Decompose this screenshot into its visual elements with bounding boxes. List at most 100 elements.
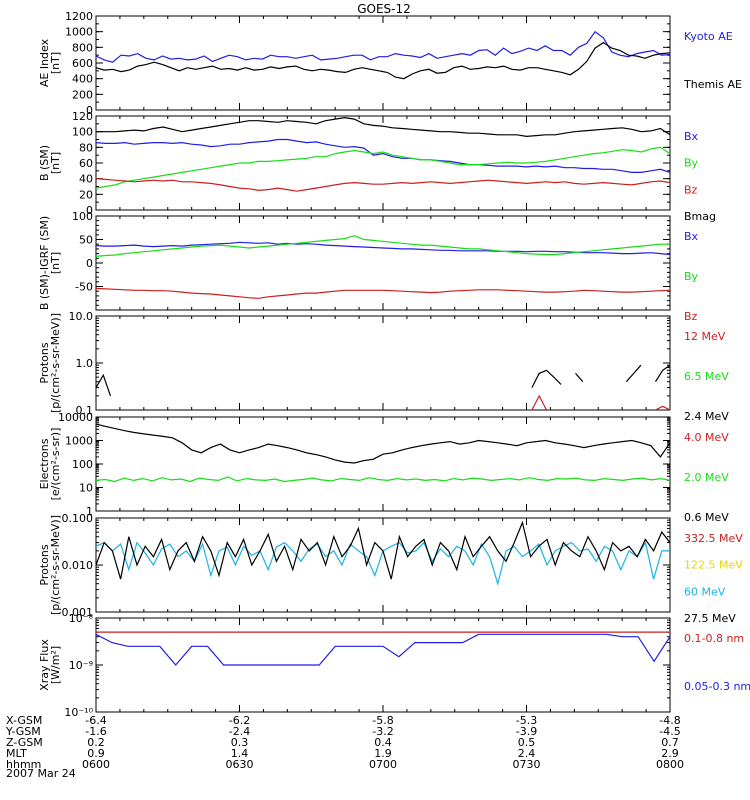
y-tick-label: 10⁻¹⁰ <box>64 706 93 719</box>
y-axis-label: Electrons[e/(cm²-s-sr)] <box>38 428 62 501</box>
series-line-kyoto-ae <box>95 30 671 63</box>
x-ticks <box>95 116 671 210</box>
legend: Bx By Bz <box>684 230 699 323</box>
footer-tick-value: 0.7 <box>661 736 679 749</box>
y-ticks: 0 20 40 60 80 100 120 <box>72 110 670 217</box>
series-line-bmag <box>96 116 671 138</box>
y-ticks: 10⁻¹⁰ 10⁻⁹ 10⁻⁸ <box>64 612 670 719</box>
y-axis-label-line: [nT] <box>49 152 62 174</box>
y-tick-label: 120 <box>72 110 93 123</box>
series <box>95 116 671 192</box>
panel-frame <box>95 215 671 311</box>
legend-label-332-5-mev: 332.5 MeV <box>684 532 743 545</box>
legend-label-kyoto-ae: Kyoto AE <box>684 30 733 43</box>
panel-frame <box>95 115 671 211</box>
legend-label-by: By <box>684 157 699 170</box>
footer-tick-value: -3.9 <box>516 725 537 738</box>
footer-tick-value: 0.5 <box>518 736 536 749</box>
series-line-bx <box>95 138 671 173</box>
y-axis-label: B (SM)-IGRF (SM)[nT] <box>38 216 62 310</box>
y-axis-label-line: [e/(cm²-s-sr)] <box>49 428 62 501</box>
footer-tick-value: -3.2 <box>372 725 393 738</box>
legend-label-themis-ae: Themis AE <box>683 78 742 91</box>
y-axis-label-line: AE Index <box>38 38 51 87</box>
series-line-2-4-mev <box>531 369 562 388</box>
footer-tick-value: 0.2 <box>87 736 105 749</box>
y-axis-label-line: Electrons <box>38 438 51 489</box>
y-axis-label: Protons[p/(cm²-s-sr-MeV)] <box>38 515 62 615</box>
series <box>95 631 671 666</box>
y-tick-label: 40 <box>79 173 93 186</box>
series <box>95 364 671 411</box>
footer-tick-value: 1.9 <box>374 747 392 760</box>
y-tick-label: 0.010 <box>62 559 94 572</box>
legend-label-0-05-0-3-nm: 0.05-0.3 nm <box>684 680 750 693</box>
legend-label-by: By <box>684 270 699 283</box>
legend-label-bz: Bz <box>684 310 698 323</box>
legend: 4.0 MeV 2.0 MeV 0.6 MeV <box>684 431 729 524</box>
footer-tick-value: 0600 <box>82 758 110 771</box>
y-tick-label: 0 <box>86 204 93 217</box>
panel-6: 0.0010.0100.100Protons[p/(cm²-s-sr-MeV)]… <box>38 512 743 625</box>
footer-tick-value: -4.5 <box>659 725 680 738</box>
legend-label-4-0-mev: 4.0 MeV <box>684 431 729 444</box>
footer-row-labels: X-GSM Y-GSM Z-GSM MLT hhmm <box>5 714 43 771</box>
panel-5: 1 10 100 1000 10000 Electrons[e/(cm²-s-sr)] 4.… <box>38 411 729 524</box>
footer-label-mlt: MLT <box>6 747 27 760</box>
legend: Kyoto AE Themis AE <box>683 30 742 91</box>
footer-tick-value: 0700 <box>369 758 397 771</box>
series-line-27-5-mev <box>95 520 671 580</box>
plot-title: GOES-12 <box>357 2 411 16</box>
panel-frame <box>95 15 671 111</box>
y-tick-label: 20 <box>79 188 93 201</box>
footer-label-hhmm: hhmm <box>6 758 41 771</box>
y-tick-label: 10 <box>79 482 93 495</box>
series-line-60-mev <box>95 540 670 586</box>
legend: 332.5 MeV 122.5 MeV 60 MeV 27.5 MeV <box>684 532 743 625</box>
y-axis-label: Xray Flux[W/m²] <box>38 639 62 691</box>
y-tick-label: 100 <box>72 458 93 471</box>
legend-label-0-6-mev: 0.6 MeV <box>684 511 729 524</box>
y-axis-label-line: [W/m²] <box>49 646 62 684</box>
series-line-by <box>95 146 671 189</box>
y-tick-label: 1.0 <box>76 357 94 370</box>
legend-label-60-mev: 60 MeV <box>684 585 726 598</box>
legend: 12 MeV 6.5 MeV 2.4 MeV <box>684 330 729 423</box>
x-ticks <box>95 216 671 310</box>
series-line-0-6-mev <box>95 423 671 464</box>
y-ticks: 1 10 100 1000 10000 <box>58 411 670 518</box>
y-tick-label: 1200 <box>65 10 93 23</box>
y-ticks: 0.001 0.010 0.100 <box>62 512 670 619</box>
legend-label-12-mev: 12 MeV <box>684 330 726 343</box>
series-line-2-4-mev <box>95 373 112 397</box>
panel-3: -50 0 50 100 B (SM)-IGRF (SM)[nT] Bx By Bz <box>38 210 699 323</box>
footer-label-x-gsm: X-GSM <box>6 714 42 727</box>
legend-label-bx: Bx <box>684 130 699 143</box>
footer-tick-value: -6.4 <box>85 714 106 727</box>
series-line-2-4-mev <box>575 373 584 383</box>
legend-label-bx: Bx <box>684 230 699 243</box>
panel-frame <box>95 517 671 613</box>
y-tick-label: 10000 <box>58 411 93 424</box>
series-line-by <box>95 235 670 257</box>
y-ticks: 0.1 1.0 10.0 <box>69 310 670 417</box>
y-tick-label: 0 <box>86 257 93 270</box>
y-axis-label: AE Index[nT] <box>38 38 62 87</box>
series <box>95 423 671 483</box>
y-axis-label: B (SM)[nT] <box>38 145 62 181</box>
footer-label-y-gsm: Y-GSM <box>5 725 41 738</box>
y-ticks: -50 0 50 100 <box>72 210 670 311</box>
legend-label-27-5-mev: 27.5 MeV <box>684 612 736 625</box>
series-line-bz <box>95 178 671 192</box>
series-line-2-0-mev <box>95 476 671 483</box>
footer-tick-value: -1.6 <box>85 725 106 738</box>
footer-date: 2007 Mar 24 <box>6 767 76 780</box>
y-tick-label: 1000 <box>65 435 93 448</box>
y-tick-label: 10.0 <box>69 310 94 323</box>
y-tick-label: 80 <box>79 141 93 154</box>
footer-tick-value: 1.4 <box>231 747 249 760</box>
y-tick-label: -50 <box>75 281 93 294</box>
y-axis-label: Protons[p/(cm²-s-sr-MeV)] <box>38 313 62 413</box>
y-tick-label: 0.100 <box>62 512 94 525</box>
